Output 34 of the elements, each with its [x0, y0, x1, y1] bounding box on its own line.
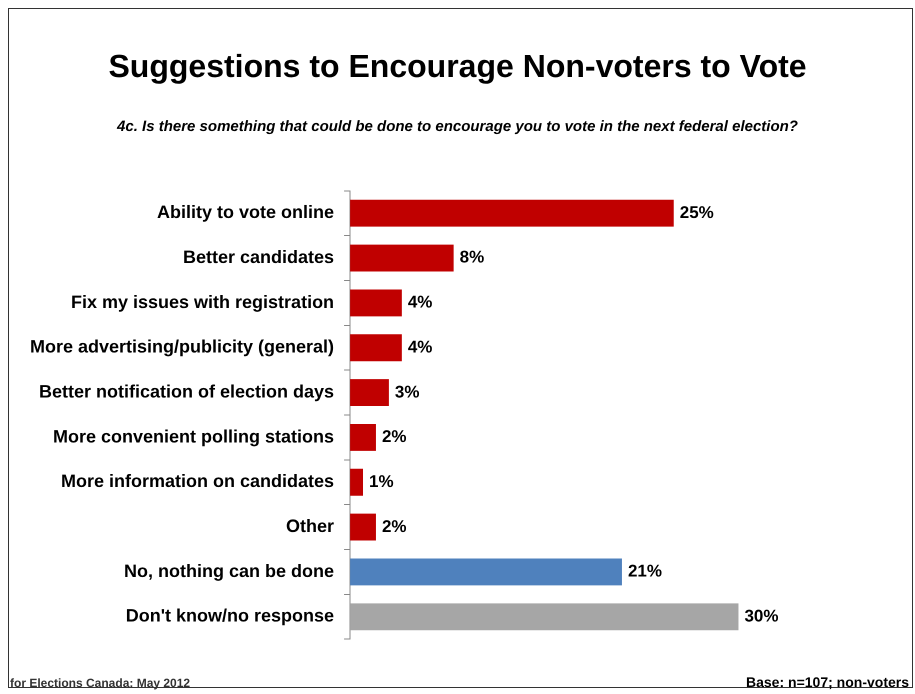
chart-title: Suggestions to Encourage Non-voters to Vote: [107, 48, 808, 85]
bar: [350, 514, 376, 541]
data-label: 21%: [628, 562, 662, 581]
y-tick-label: Ability to vote online: [157, 202, 334, 222]
data-label: 8%: [460, 248, 484, 267]
data-label: 4%: [408, 292, 432, 312]
bar: [350, 244, 454, 272]
y-tick-label: More information on candidates: [61, 471, 334, 492]
chart-subtitle: 4c. Is there something that could be done to encourage you to vote in the next federal election?: [116, 118, 799, 135]
y-tick-label: More advertising/publicity (general): [30, 336, 334, 357]
bar: [350, 289, 402, 316]
data-label: 4%: [408, 337, 432, 356]
y-tick-label: No, nothing can be done: [124, 560, 334, 581]
data-label: 2%: [382, 427, 407, 446]
bar: [350, 379, 389, 406]
data-label: 30%: [744, 606, 779, 626]
bar: [350, 468, 364, 496]
bar: [350, 603, 738, 630]
y-tick-label: Better notification of election days: [39, 382, 334, 402]
bar: [350, 200, 674, 227]
data-label: 3%: [394, 382, 420, 402]
text: for Elections Canada: May 2012: [10, 676, 190, 690]
data-label: 1%: [369, 472, 394, 491]
y-tick-label: Don't know/no response: [126, 606, 334, 626]
bar: [350, 558, 622, 586]
y-tick-label: Better candidates: [182, 247, 334, 268]
bar: [350, 334, 402, 362]
y-tick-label: Fix my issues with registration: [70, 292, 334, 312]
y-tick-label: Other: [286, 516, 334, 536]
bar: [350, 424, 376, 451]
data-label: 25%: [680, 202, 714, 222]
y-tick-label: More convenient polling stations: [53, 426, 334, 446]
text: Base: n=107; non-voters: [746, 674, 909, 690]
data-label: 2%: [382, 516, 407, 536]
